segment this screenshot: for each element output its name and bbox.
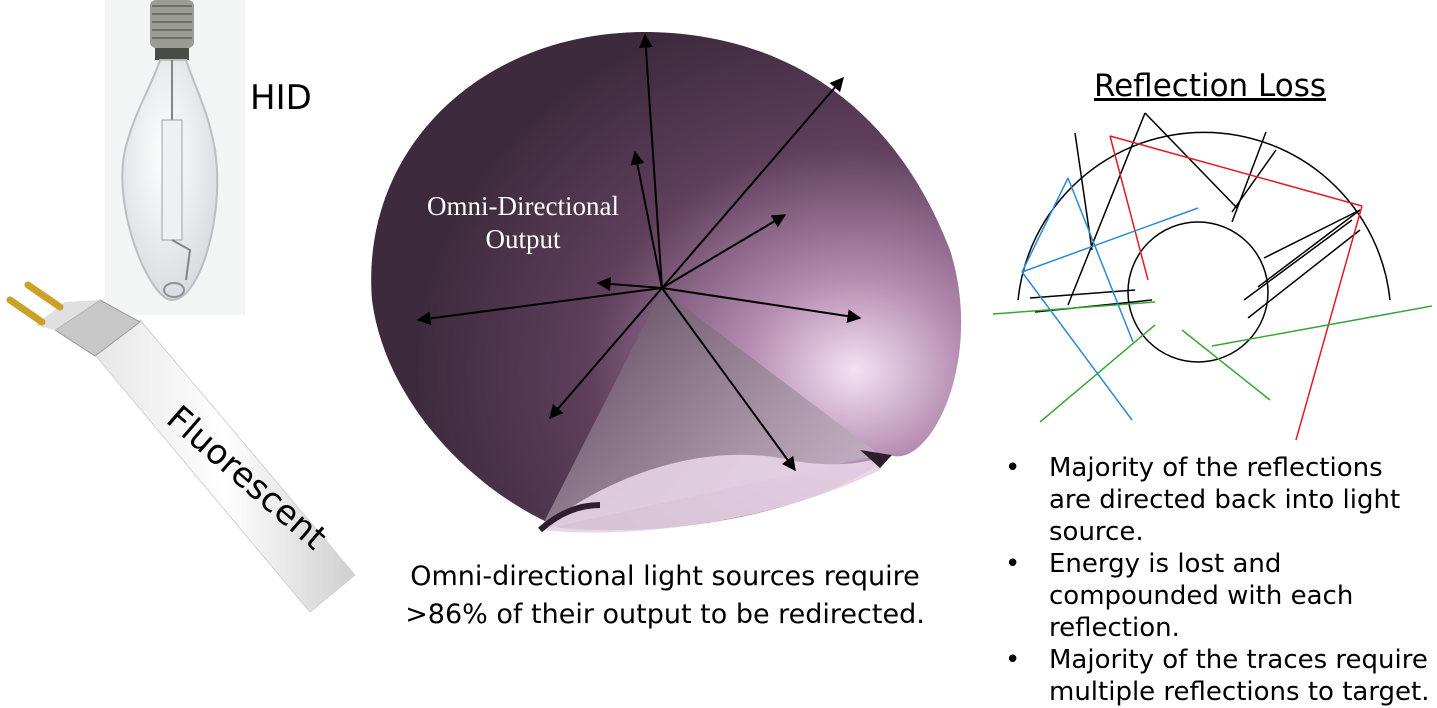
omni-directional-output-label: Omni-Directional Output xyxy=(427,191,619,254)
reflection-loss-title: Reflection Loss xyxy=(1093,68,1327,104)
output-arrows xyxy=(416,33,862,472)
figure-canvas xyxy=(6,0,1433,613)
hid-label: HID xyxy=(250,78,312,118)
omni-caption: Omni-directional light sources require >… xyxy=(405,561,925,630)
bullet-item: Majority of the reflections are directed… xyxy=(1005,452,1430,548)
fluorescent-tube-image xyxy=(6,281,356,613)
reflection-bullet-list: Majority of the reflections are directed… xyxy=(1005,452,1430,708)
bullet-item: Majority of the traces require multiple … xyxy=(1005,644,1430,708)
bullet-item: Energy is lost and compounded with each … xyxy=(1005,548,1430,644)
hid-bulb-image xyxy=(105,0,245,315)
reflection-loss-diagram xyxy=(992,112,1433,441)
